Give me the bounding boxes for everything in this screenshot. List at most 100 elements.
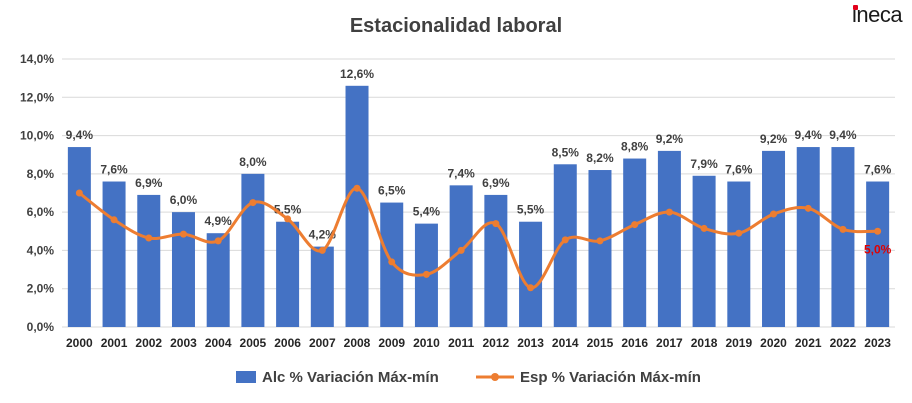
y-tick-label: 10,0%	[20, 129, 54, 143]
x-tick-label: 2005	[240, 336, 267, 350]
bar	[692, 175, 716, 327]
bar-data-label: 6,0%	[170, 193, 198, 207]
line-series: 5,0%	[75, 184, 892, 292]
bar	[484, 194, 508, 327]
bar-data-label: 9,4%	[66, 128, 94, 142]
bar	[241, 173, 265, 327]
x-tick-label: 2009	[378, 336, 405, 350]
bar	[553, 164, 577, 327]
x-tick-label: 2017	[656, 336, 683, 350]
line-series-path	[78, 186, 878, 290]
x-tick-label: 2004	[205, 336, 232, 350]
bar-data-label: 5,5%	[274, 203, 302, 217]
bar-data-label: 7,6%	[725, 163, 753, 177]
line-point	[665, 208, 673, 216]
line-point	[353, 184, 361, 192]
legend-bar-label: Alc % Variación Máx-mín	[262, 369, 439, 386]
legend-line-label: Esp % Variación Máx-mín	[520, 369, 701, 386]
y-axis-ticks: 0,0% 2,0% 4,0% 6,0% 8,0% 10,0% 12,0% 14,0%	[20, 52, 54, 334]
x-tick-label: 2018	[691, 336, 718, 350]
x-tick-label: 2016	[621, 336, 648, 350]
line-point	[527, 284, 535, 292]
line-point	[874, 227, 882, 235]
x-tick-label: 2000	[66, 336, 93, 350]
line-point	[735, 229, 743, 237]
bar	[727, 181, 751, 327]
line-point	[839, 225, 847, 233]
x-tick-label: 2015	[587, 336, 614, 350]
bar	[102, 181, 126, 327]
bar-data-label: 8,2%	[586, 151, 614, 165]
logo-dot	[853, 5, 858, 10]
line-point	[770, 210, 778, 218]
bar-data-label: 7,9%	[690, 157, 718, 171]
y-tick-label: 14,0%	[20, 52, 54, 66]
line-point	[457, 246, 465, 254]
line-point	[561, 236, 569, 244]
x-tick-label: 2006	[274, 336, 301, 350]
line-point	[145, 234, 153, 242]
bar	[831, 147, 855, 327]
y-tick-label: 12,0%	[20, 90, 54, 104]
logo-text: ineca	[852, 2, 903, 27]
bar	[206, 233, 230, 327]
y-tick-label: 6,0%	[27, 205, 55, 219]
line-point	[492, 220, 500, 228]
bar	[67, 147, 91, 327]
bar-data-label: 9,4%	[795, 128, 823, 142]
bar	[866, 181, 890, 327]
bar	[171, 212, 195, 327]
line-point	[75, 189, 83, 197]
bar	[657, 150, 681, 327]
bar	[137, 194, 161, 327]
line-point	[249, 199, 257, 207]
bar-data-label: 5,5%	[517, 203, 545, 217]
x-tick-label: 2014	[552, 336, 579, 350]
bar-data-label: 7,6%	[100, 163, 128, 177]
x-tick-label: 2020	[760, 336, 787, 350]
x-tick-label: 2010	[413, 336, 440, 350]
y-tick-label: 0,0%	[27, 320, 55, 334]
bar	[796, 147, 820, 327]
bar-data-label: 12,6%	[340, 67, 374, 81]
bar-data-label: 7,4%	[447, 166, 475, 180]
x-tick-label: 2003	[170, 336, 197, 350]
x-tick-label: 2022	[830, 336, 857, 350]
bar	[519, 221, 543, 327]
bar-data-label: 9,2%	[656, 132, 684, 146]
legend-bar-swatch	[236, 371, 256, 383]
line-point	[700, 224, 708, 232]
line-point	[422, 270, 430, 278]
bar	[310, 246, 334, 327]
line-point	[214, 237, 222, 245]
brand-logo: ineca	[852, 2, 903, 28]
bar	[762, 150, 786, 327]
bar-series: 9,4%7,6%6,9%6,0%4,9%8,0%5,5%4,2%12,6%6,5…	[66, 67, 892, 327]
line-point	[110, 216, 118, 224]
chart-title: Estacionalidad laboral	[350, 15, 562, 37]
y-tick-label: 8,0%	[27, 167, 55, 181]
bar-data-label: 8,0%	[239, 155, 267, 169]
bar-data-label: 7,6%	[864, 163, 892, 177]
y-tick-label: 2,0%	[27, 282, 55, 296]
bar-data-label: 8,8%	[621, 140, 649, 154]
bar-data-label: 8,5%	[552, 145, 580, 159]
bar-data-label: 5,4%	[413, 205, 441, 219]
gridlines	[62, 58, 895, 328]
x-tick-label: 2012	[483, 336, 510, 350]
x-tick-label: 2011	[448, 336, 474, 350]
bar-data-label: 6,9%	[482, 176, 510, 190]
bar-data-label: 6,9%	[135, 176, 163, 190]
bar	[449, 185, 473, 327]
x-tick-label: 2019	[725, 336, 752, 350]
x-tick-label: 2001	[101, 336, 128, 350]
line-point	[631, 221, 639, 229]
line-point	[596, 237, 604, 245]
x-axis-ticks: 2000 2001 2002 2003 2004 2005 2006 2007 2008 2009…	[66, 336, 891, 350]
x-tick-label: 2021	[795, 336, 822, 350]
line-point	[284, 215, 292, 223]
bar	[345, 85, 369, 327]
bar	[276, 221, 300, 327]
x-tick-label: 2002	[135, 336, 162, 350]
